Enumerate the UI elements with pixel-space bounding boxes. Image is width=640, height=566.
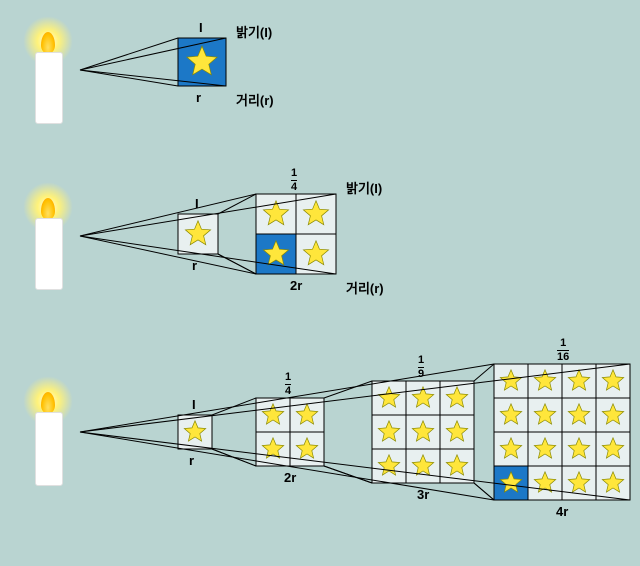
candle-wax (35, 218, 63, 290)
fraction-label: 14 (291, 168, 297, 193)
label: r (189, 453, 194, 468)
label: 밝기(I) (236, 22, 272, 41)
label: r (192, 258, 197, 273)
label: 2r (290, 278, 302, 293)
label: 거리(r) (236, 90, 274, 109)
candle-wax (35, 412, 63, 486)
label: I (195, 196, 199, 211)
label: r (196, 90, 201, 105)
fraction-label: 14 (285, 372, 291, 397)
flame-icon (41, 198, 55, 220)
label: 밝기(I) (346, 178, 382, 197)
label: 3r (417, 487, 429, 502)
label: 4r (556, 504, 568, 519)
fraction-label: 116 (557, 338, 569, 363)
label: 거리(r) (346, 278, 384, 297)
candle-wax (35, 52, 63, 124)
flame-icon (41, 32, 55, 54)
flame-icon (41, 392, 55, 414)
fraction-label: 19 (418, 355, 424, 380)
diagram-svg (0, 0, 640, 566)
label: 2r (284, 470, 296, 485)
label: I (199, 20, 203, 35)
label: I (192, 397, 196, 412)
